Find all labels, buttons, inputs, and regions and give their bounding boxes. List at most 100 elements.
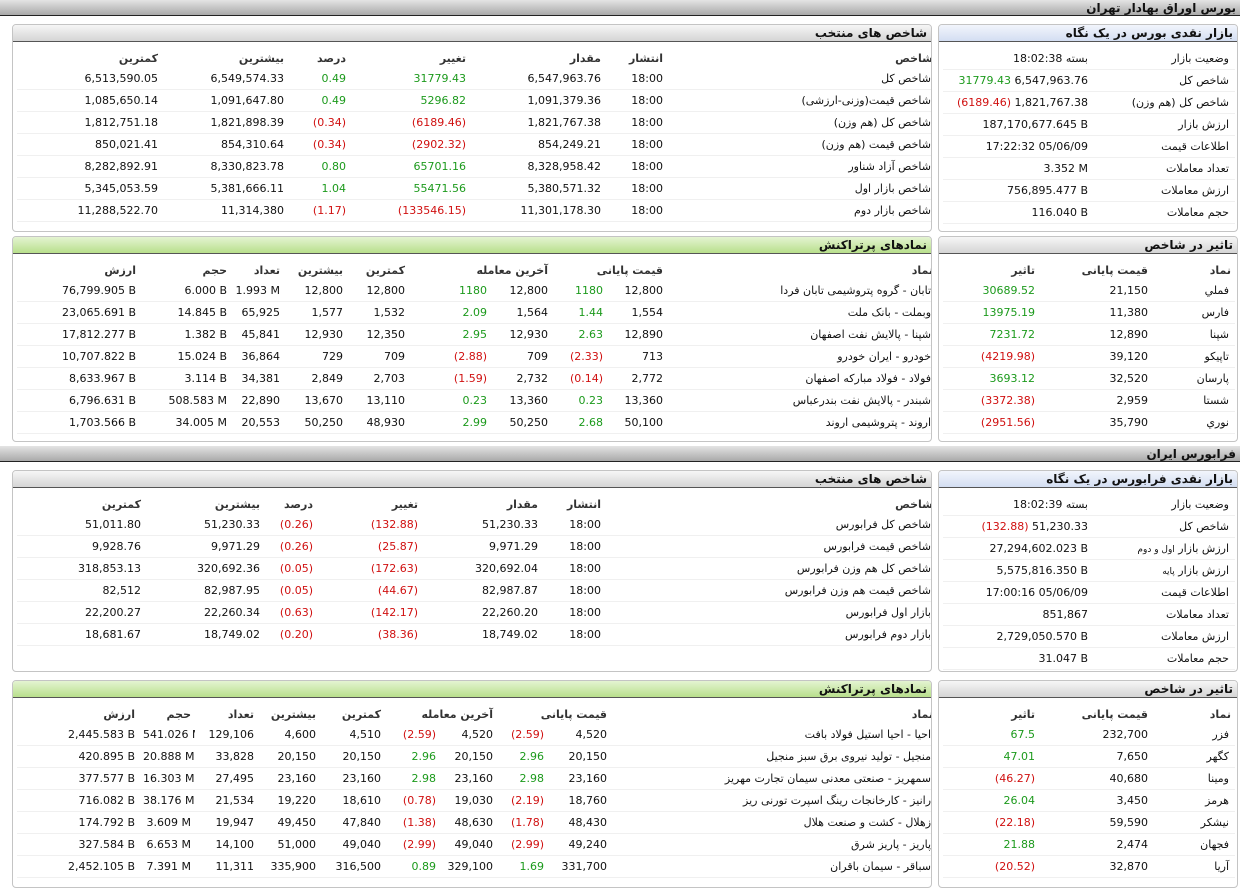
value-cell: 18:00 — [605, 89, 667, 112]
value-cell: 12,890 — [1039, 323, 1152, 346]
value-cell: 35,790 — [1039, 411, 1152, 434]
row-value: 756,895.477 B — [1006, 184, 1088, 197]
data-row: شاخص قیمت فرابورس 18:00 9,971.29 (25.87) (0.… — [17, 535, 931, 558]
value-cell: 18,749.02 — [145, 623, 264, 646]
name-cell[interactable]: پارسان — [1152, 367, 1235, 390]
value-cell: 1.04 — [288, 177, 350, 200]
name-cell[interactable]: شپنا - پالایش نفت اصفهان — [667, 323, 931, 346]
value-cell: 6,513,590.05 — [17, 68, 162, 90]
data-row: خودرو - ایران خودرو 713 (2.33) 709 (2.88) 709… — [17, 345, 931, 368]
row-label: ارزش بازار — [1178, 542, 1229, 555]
name-cell[interactable]: تابان - گروه پتروشیمی تابان فردا — [667, 280, 931, 302]
value-cell: بسته 18:02:38 — [943, 48, 1092, 70]
name-cell[interactable]: زهلال - کشت و صنعت هلال — [611, 811, 931, 834]
name-cell[interactable]: فولاد - فولاد مبارکه اصفهان — [667, 367, 931, 390]
name-cell[interactable]: فارس — [1152, 301, 1235, 324]
panel-title: شاخص های منتخب — [13, 471, 931, 488]
value-cell: (6189.46) 1,821,767.38 — [943, 91, 1092, 114]
name-cell[interactable]: فزر — [1152, 724, 1235, 746]
row-label: شاخص کل (هم وزن) — [1131, 96, 1229, 109]
name-cell[interactable]: شبندر - پالایش نفت بندرعباس — [667, 389, 931, 412]
name-cell[interactable]: آريا — [1152, 855, 1235, 878]
value-cell: 7231.72 — [943, 323, 1039, 346]
data-row: شاخص قیمت هم وزن فرابورس 18:00 82,987.87 (4… — [17, 579, 931, 602]
row-label: ارزش معاملات — [1161, 184, 1229, 197]
row-label: وضعیت بازار — [1171, 498, 1229, 511]
value-cell: 9,971.29 — [145, 535, 264, 558]
value-cell: 5,575,816.350 B — [943, 559, 1092, 582]
value-cell: 50,250 — [491, 411, 552, 434]
value-cell: 18:00 — [605, 155, 667, 178]
value-cell: 1.69 — [497, 855, 549, 878]
name-cell[interactable]: فملي — [1152, 280, 1235, 302]
value-cell: (0.34) — [288, 111, 350, 134]
column-header: تغییر — [439, 51, 466, 65]
value-cell: 7,650 — [1039, 745, 1152, 768]
value-cell: 67.5 — [943, 724, 1039, 746]
value-cell: 0.49 — [288, 68, 350, 90]
value-cell: 0.23 — [552, 389, 608, 412]
column-header: کمترین — [118, 51, 158, 65]
value-cell: (25.87) — [317, 535, 422, 558]
row-value: بسته 18:02:38 — [1013, 52, 1088, 65]
name-cell[interactable]: منجیل - تولید نیروی برق سبز منجیل — [611, 745, 931, 768]
value-cell: (132.88) 51,230.33 — [943, 515, 1092, 538]
value-cell: 21,534 — [195, 789, 258, 812]
name-cell[interactable]: نوري — [1152, 411, 1235, 434]
name-cell[interactable]: پاریز - پاریز شرق — [611, 833, 931, 856]
label-cell: اطلاعات قیمت — [1092, 135, 1235, 158]
name-cell[interactable]: شستا — [1152, 389, 1235, 412]
row-label: تعداد معاملات — [1166, 608, 1229, 621]
data-row: هرمز 3,450 26.04 — [943, 789, 1235, 812]
name-cell[interactable]: سمهریز - صنعتی معدنی سیمان تجارت مهریز — [611, 767, 931, 790]
name-cell[interactable]: وبملت - بانک ملت — [667, 301, 931, 324]
label-cell: شاخص کل — [1092, 515, 1235, 538]
row-label: ارزش معاملات — [1161, 630, 1229, 643]
value-cell: (2.59) — [385, 724, 440, 746]
value-cell: 1.993 M — [231, 280, 284, 302]
row-value: 116.040 B — [1031, 206, 1088, 219]
label-cell: ارزش معاملات — [1092, 625, 1235, 648]
value-cell: 48,930 — [347, 411, 409, 434]
name-cell[interactable]: ومينا — [1152, 767, 1235, 790]
name-cell[interactable]: خودرو - ایران خودرو — [667, 345, 931, 368]
value-cell: 1180 — [409, 280, 491, 302]
value-cell: (2.88) — [409, 345, 491, 368]
name-cell[interactable]: هرمز — [1152, 789, 1235, 812]
data-row: رانیز - کارخانجات رینگ اسپرت تورنی ریز 18… — [17, 789, 931, 812]
label-cell: اطلاعات قیمت — [1092, 581, 1235, 604]
value-cell: 20,150 — [440, 745, 497, 768]
column-header: نماد — [1209, 707, 1231, 721]
value-cell: بسته 18:02:39 — [943, 494, 1092, 516]
name-cell[interactable]: سباقر - سیمان باقران — [611, 855, 931, 878]
data-table: نماد قیمت پایانی آخرین معامله کمترین بیشترین… — [17, 704, 931, 878]
value-cell: 51,230.33 — [145, 514, 264, 536]
data-row: شپنا - پالایش نفت اصفهان 12,890 2.63 12,930… — [17, 323, 931, 346]
name-cell[interactable]: نيشکر — [1152, 811, 1235, 834]
row-label: شاخص کل — [1179, 74, 1229, 87]
row-value: 5,575,816.350 B — [996, 564, 1088, 577]
column-header: حجم — [166, 707, 191, 721]
value-cell: 129,106 — [195, 724, 258, 746]
label-cell: ارزش معاملات — [1092, 179, 1235, 202]
value-cell: 6,796.631 B — [17, 389, 140, 412]
value-cell: 21,150 — [1039, 280, 1152, 302]
name-cell[interactable]: احیا - احیا استیل فولاد بافت — [611, 724, 931, 746]
column-header: کمترین — [101, 497, 141, 511]
value-cell: 18:00 — [542, 514, 605, 536]
name-cell[interactable]: رانیز - کارخانجات رینگ اسپرت تورنی ریز — [611, 789, 931, 812]
row-value: 51,230.33 — [1032, 520, 1088, 533]
data-row: سمهریز - صنعتی معدنی سیمان تجارت مهریز 23… — [17, 767, 931, 790]
value-cell: 756,895.477 B — [943, 179, 1092, 202]
name-cell[interactable]: تاپيکو — [1152, 345, 1235, 368]
value-cell: 31779.43 — [350, 68, 470, 90]
value-cell: 3,450 — [1039, 789, 1152, 812]
name-cell[interactable]: فجهان — [1152, 833, 1235, 856]
name-cell[interactable]: شپنا — [1152, 323, 1235, 346]
header-row: شاخص انتشار مقدار تغییر درصد بیشترین کمترین — [17, 494, 931, 514]
name-cell[interactable]: اروند - پتروشیمی اروند — [667, 411, 931, 434]
name-cell[interactable]: کگهر — [1152, 745, 1235, 768]
row-label: شاخص کل — [1179, 520, 1229, 533]
value-cell: 18,681.67 — [17, 623, 145, 646]
column-header: تعداد — [227, 707, 254, 721]
